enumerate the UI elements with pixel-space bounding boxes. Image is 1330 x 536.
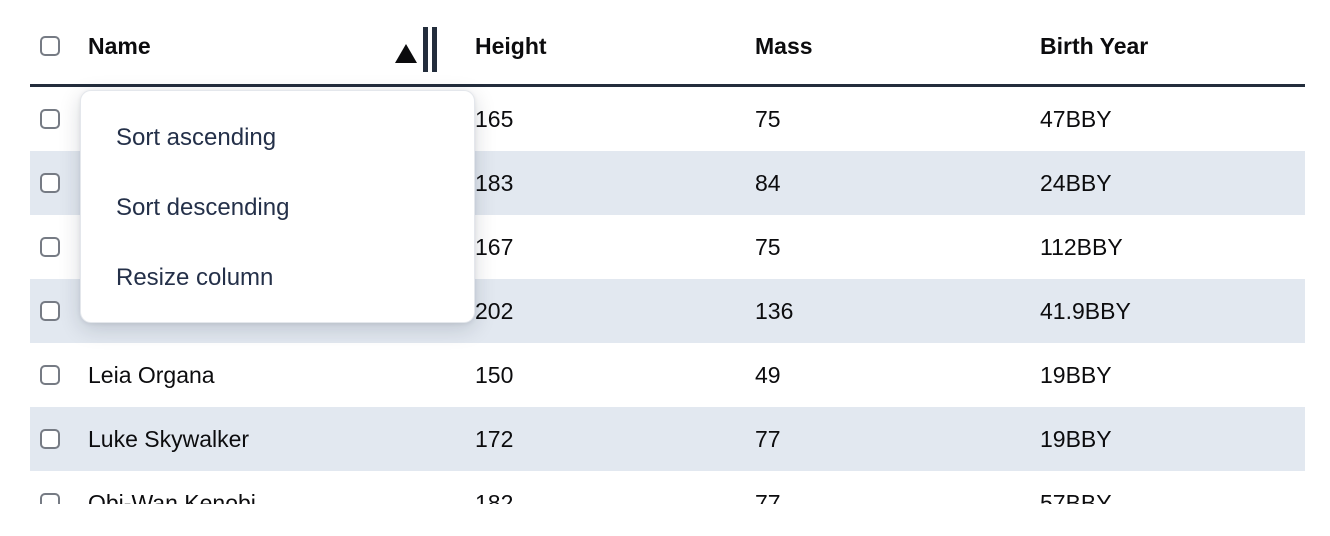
column-header-mass[interactable]: Mass [755, 32, 813, 59]
cell-mass: 77 [755, 425, 781, 452]
cell-mass: 77 [755, 489, 781, 505]
cell-mass: 84 [755, 169, 781, 196]
column-header-name[interactable]: Name [88, 32, 151, 59]
cell-height: 167 [475, 233, 514, 260]
menu-item-resize-column[interactable]: Resize column [116, 264, 274, 291]
row-checkbox[interactable] [40, 301, 60, 321]
column-header-mass-cell: Mass [755, 33, 1040, 60]
cell-birth-year: 24BBY [1040, 169, 1112, 196]
cell-birth-year: 19BBY [1040, 361, 1112, 388]
menu-item-sort-descending[interactable]: Sort descending [116, 194, 290, 221]
column-header-birth-year[interactable]: Birth Year [1040, 32, 1149, 59]
column-header-name-cell: Name [88, 33, 475, 60]
column-context-menu: Sort ascending Sort descending Resize co… [80, 90, 475, 323]
cell-name: Leia Organa [88, 361, 215, 388]
column-resize-handle[interactable] [423, 27, 437, 72]
cell-mass: 49 [755, 361, 781, 388]
column-header-height-cell: Height [475, 33, 755, 60]
cell-height: 183 [475, 169, 514, 196]
select-all-checkbox[interactable] [40, 36, 60, 56]
column-header-height[interactable]: Height [475, 32, 547, 59]
row-checkbox[interactable] [40, 365, 60, 385]
cell-name: Luke Skywalker [88, 425, 250, 452]
table-row: 165 75 47BBY [30, 87, 1305, 151]
cell-birth-year: 41.9BBY [1040, 297, 1131, 324]
table-row: Luke Skywalker 172 77 19BBY [30, 407, 1305, 471]
row-checkbox[interactable] [40, 493, 60, 504]
row-checkbox[interactable] [40, 429, 60, 449]
cell-mass: 75 [755, 105, 781, 132]
cell-birth-year: 47BBY [1040, 105, 1112, 132]
cell-height: 202 [475, 297, 514, 324]
cell-height: 165 [475, 105, 514, 132]
table-row: 167 75 112BBY [30, 215, 1305, 279]
menu-item-sort-ascending[interactable]: Sort ascending [116, 124, 277, 151]
row-checkbox[interactable] [40, 173, 60, 193]
column-header-birth-year-cell: Birth Year [1040, 33, 1305, 60]
cell-height: 182 [475, 489, 514, 505]
cell-height: 150 [475, 361, 514, 388]
cell-birth-year: 19BBY [1040, 425, 1112, 452]
table-row: Obi-Wan Kenobi 182 77 57BBY [30, 471, 1305, 504]
cell-birth-year: 57BBY [1040, 489, 1112, 505]
table-header-row: Name Height Mass Birth Year [30, 0, 1305, 87]
cell-birth-year: 112BBY [1040, 233, 1123, 260]
cell-name: Obi-Wan Kenobi [88, 489, 256, 505]
cell-mass: 75 [755, 233, 781, 260]
row-checkbox[interactable] [40, 237, 60, 257]
cell-height: 172 [475, 425, 514, 452]
header-checkbox-cell [30, 36, 88, 56]
row-checkbox[interactable] [40, 109, 60, 129]
sort-ascending-icon[interactable] [395, 44, 417, 63]
table-row: Leia Organa 150 49 19BBY [30, 343, 1305, 407]
cell-mass: 136 [755, 297, 794, 324]
